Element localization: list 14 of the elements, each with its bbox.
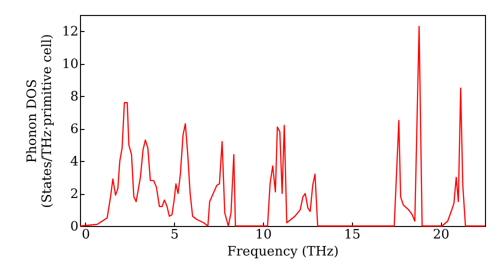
y-tick-label: 6 (70, 122, 78, 138)
y-tick-label: 2 (70, 187, 78, 202)
y-tick-label: 4 (70, 154, 78, 170)
x-tick-label: 5 (170, 228, 179, 242)
y-axis-title: Phonon DOS (States/THz·primitive cell) (24, 34, 55, 208)
x-tick-label: 20 (432, 228, 450, 242)
x-tick-label: 15 (344, 228, 361, 242)
y-tick-label: 10 (62, 57, 78, 72)
x-tick-label: 10 (255, 228, 272, 242)
y-tick-label: 12 (62, 24, 78, 40)
x-tick-label: 0 (82, 228, 90, 242)
x-axis-title: Frequency (THz) (227, 244, 339, 260)
line-series (79, 26, 486, 227)
y-tick-label: 8 (70, 90, 78, 105)
